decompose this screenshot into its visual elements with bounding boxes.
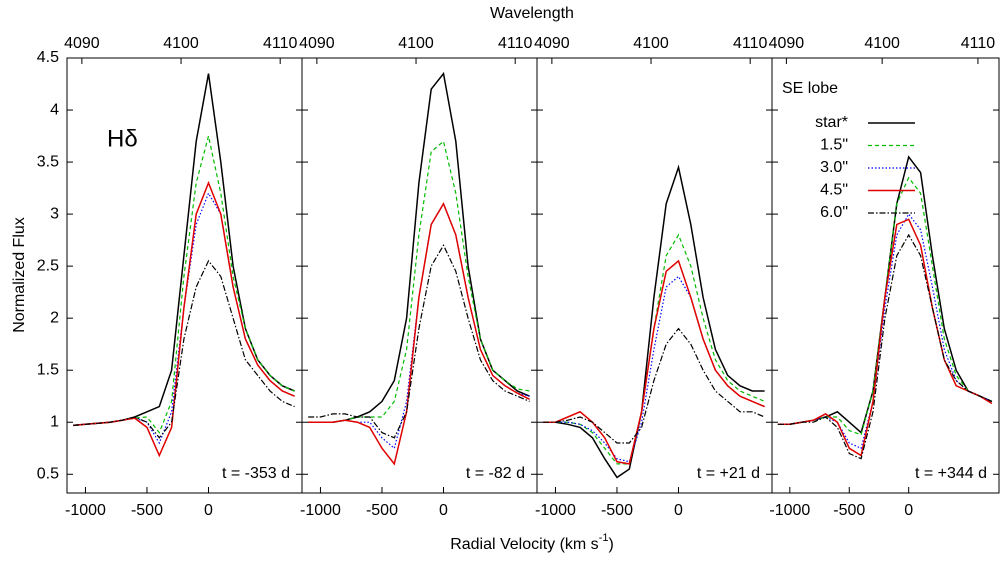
y-tick-label: 2 bbox=[50, 309, 59, 326]
x-axis-title-main: Radial Velocity (km s bbox=[450, 536, 599, 553]
y-tick-label: 3 bbox=[50, 205, 59, 222]
time-label: t = -353 d bbox=[222, 465, 290, 482]
plot-frame bbox=[301, 57, 538, 494]
series-line bbox=[777, 233, 993, 460]
x2-tick-label: 4100 bbox=[398, 35, 434, 52]
series-line bbox=[308, 201, 530, 466]
x2-tick-label: 4110 bbox=[733, 35, 768, 52]
legend-title: SE lobe bbox=[782, 80, 838, 97]
x2-tick-label: 4090 bbox=[64, 35, 100, 52]
series-line bbox=[308, 71, 530, 423]
x-axis-title-tail: ) bbox=[608, 536, 613, 553]
y-axis-title: Normalized Flux bbox=[11, 217, 28, 333]
x2-axis-title: Wavelength bbox=[490, 5, 574, 22]
series-line bbox=[73, 180, 295, 458]
x-tick-label: -1000 bbox=[65, 502, 106, 519]
x-tick-label: -1000 bbox=[300, 502, 341, 519]
y-tick-label: 4.5 bbox=[37, 49, 59, 66]
series-line bbox=[308, 244, 530, 439]
x-tick-label: -500 bbox=[601, 502, 633, 519]
time-label: t = +344 d bbox=[915, 465, 987, 482]
x2-tick-label: 4090 bbox=[769, 35, 805, 52]
series-line bbox=[543, 233, 765, 465]
x-tick-label: -500 bbox=[131, 502, 163, 519]
legend-label: 3.0" bbox=[820, 159, 848, 176]
x2-tick-label: 4090 bbox=[299, 35, 335, 52]
plot-lines bbox=[543, 164, 765, 479]
x2-tick-label: 4100 bbox=[633, 35, 669, 52]
x2-tick-label: 4110 bbox=[961, 35, 996, 52]
x-axis-title: Radial Velocity (km s-1) bbox=[450, 532, 614, 553]
time-label: t = +21 d bbox=[697, 465, 760, 482]
plot-frame bbox=[771, 57, 1000, 494]
plot-frame bbox=[536, 57, 773, 494]
legend-label: 4.5" bbox=[820, 182, 848, 199]
x2-tick-label: 4110 bbox=[498, 35, 533, 52]
series-line bbox=[777, 213, 993, 450]
y-tick-label: 0.5 bbox=[37, 465, 59, 482]
plot-lines bbox=[308, 71, 530, 466]
y-tick-label: 3.5 bbox=[37, 153, 59, 170]
x-tick-label: -500 bbox=[366, 502, 398, 519]
y-tick-label: 1 bbox=[50, 413, 59, 430]
time-label: t = -82 d bbox=[466, 465, 525, 482]
x-tick-label: 0 bbox=[904, 502, 913, 519]
plot-lines bbox=[777, 155, 993, 460]
series-line bbox=[777, 218, 993, 457]
series-line bbox=[73, 135, 295, 434]
x2-tick-label: 4100 bbox=[864, 35, 900, 52]
x-tick-label: 0 bbox=[439, 502, 448, 519]
series-line bbox=[543, 259, 765, 465]
legend-label: 6.0" bbox=[820, 204, 848, 221]
y-tick-label: 4 bbox=[50, 101, 59, 118]
x-tick-label: -500 bbox=[833, 502, 865, 519]
x-tick-label: 0 bbox=[674, 502, 683, 519]
legend-label: star* bbox=[815, 114, 848, 131]
series-line bbox=[543, 327, 765, 444]
series-line bbox=[73, 191, 295, 445]
legend-label: 1.5" bbox=[820, 137, 848, 154]
x-axis-title-sup: -1 bbox=[599, 532, 609, 544]
x2-tick-label: 4100 bbox=[163, 35, 199, 52]
plot-lines bbox=[73, 73, 295, 458]
x-tick-label: -1000 bbox=[769, 502, 810, 519]
annotation: Hδ bbox=[107, 125, 138, 152]
series-line bbox=[543, 164, 765, 479]
series-line bbox=[73, 259, 295, 439]
y-tick-label: 1.5 bbox=[37, 361, 59, 378]
x-tick-label: 0 bbox=[204, 502, 213, 519]
x2-tick-label: 4110 bbox=[263, 35, 298, 52]
y-tick-label: 2.5 bbox=[37, 257, 59, 274]
x2-tick-label: 4090 bbox=[534, 35, 570, 52]
x-tick-label: -1000 bbox=[535, 502, 576, 519]
